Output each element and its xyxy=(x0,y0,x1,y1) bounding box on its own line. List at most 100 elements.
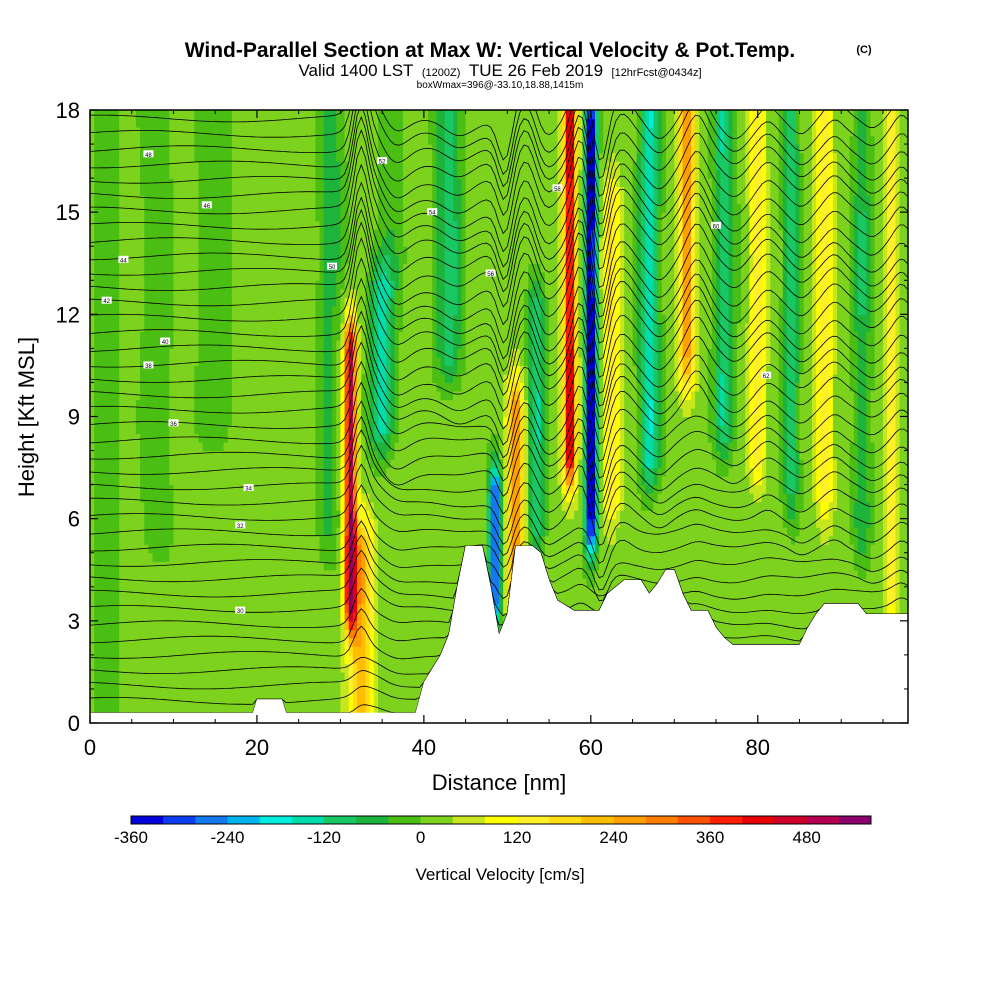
velocity-cell xyxy=(206,110,212,120)
velocity-cell xyxy=(244,220,250,230)
velocity-cell xyxy=(269,263,275,273)
velocity-cell xyxy=(302,425,308,435)
velocity-cell xyxy=(323,527,329,537)
velocity-cell xyxy=(219,697,225,707)
velocity-cell xyxy=(148,671,154,682)
chart-title: Wind-Parallel Section at Max W: Vertical… xyxy=(185,39,796,62)
velocity-cell xyxy=(94,144,99,154)
velocity-cell xyxy=(94,612,99,622)
velocity-cell xyxy=(148,399,154,409)
velocity-cell xyxy=(211,220,216,230)
velocity-cell xyxy=(140,212,145,222)
velocity-cell xyxy=(290,442,296,452)
velocity-cell xyxy=(265,169,271,179)
velocity-cell xyxy=(119,484,124,494)
velocity-cell xyxy=(377,654,383,664)
velocity-cell xyxy=(369,416,375,426)
velocity-cell xyxy=(148,331,154,341)
velocity-cell xyxy=(319,178,325,188)
velocity-cell xyxy=(181,271,187,281)
velocity-cell xyxy=(98,425,104,435)
velocity-cell xyxy=(90,569,95,579)
velocity-cell xyxy=(369,705,375,716)
velocity-cell xyxy=(165,373,170,384)
velocity-cell xyxy=(169,407,175,418)
velocity-cell xyxy=(361,603,367,613)
velocity-cell xyxy=(361,195,367,205)
velocity-cell xyxy=(252,680,258,690)
velocity-cell xyxy=(269,612,275,622)
velocity-cell xyxy=(294,484,300,494)
velocity-cell xyxy=(123,637,129,647)
velocity-cell xyxy=(286,280,291,290)
velocity-cell xyxy=(281,416,287,426)
velocity-cell xyxy=(307,373,312,384)
velocity-cell xyxy=(294,305,300,315)
velocity-cell xyxy=(160,348,166,358)
velocity-cell xyxy=(202,561,208,571)
velocity-cell xyxy=(110,144,116,154)
velocity-cell xyxy=(131,110,137,120)
velocity-cell xyxy=(244,544,250,554)
velocity-cell xyxy=(211,510,216,520)
velocity-cell xyxy=(294,459,300,469)
velocity-cell xyxy=(248,552,254,562)
velocity-cell xyxy=(377,561,383,571)
velocity-cell xyxy=(252,297,258,307)
velocity-cell xyxy=(336,535,341,545)
velocity-cell xyxy=(269,544,275,554)
velocity-cell xyxy=(115,399,120,409)
velocity-cell xyxy=(298,552,304,562)
velocity-cell xyxy=(90,425,95,435)
velocity-cell xyxy=(94,135,99,145)
velocity-cell xyxy=(311,314,316,324)
velocity-cell xyxy=(215,203,220,213)
velocity-cell xyxy=(261,169,266,179)
velocity-cell xyxy=(290,135,296,145)
velocity-cell xyxy=(173,220,179,230)
velocity-cell xyxy=(169,544,175,554)
velocity-cell xyxy=(119,118,124,128)
velocity-cell xyxy=(194,407,200,418)
velocity-cell xyxy=(315,229,321,239)
velocity-cell xyxy=(202,467,208,477)
velocity-cell xyxy=(273,586,279,596)
velocity-cell xyxy=(294,637,300,647)
velocity-cell xyxy=(244,578,250,588)
velocity-cell xyxy=(248,442,254,452)
velocity-cell xyxy=(165,203,170,213)
velocity-cell xyxy=(119,510,124,520)
velocity-cell xyxy=(323,127,329,137)
velocity-cell xyxy=(240,178,246,188)
velocity-cell xyxy=(261,595,266,605)
velocity-cell xyxy=(140,339,145,349)
velocity-cell xyxy=(286,646,291,656)
velocity-cell xyxy=(311,348,316,358)
velocity-cell xyxy=(211,339,216,349)
velocity-cell xyxy=(290,603,296,613)
velocity-cell xyxy=(344,433,350,443)
velocity-cell xyxy=(94,518,99,528)
velocity-cell xyxy=(265,476,271,486)
velocity-cell xyxy=(98,305,104,315)
velocity-cell xyxy=(248,544,254,554)
velocity-cell xyxy=(311,459,316,469)
velocity-cell xyxy=(315,348,321,358)
velocity-cell xyxy=(365,612,371,622)
velocity-cell xyxy=(244,305,250,315)
velocity-cell xyxy=(148,467,154,477)
velocity-cell xyxy=(319,271,325,281)
velocity-cell xyxy=(160,186,166,196)
velocity-cell xyxy=(265,118,271,128)
velocity-cell xyxy=(198,450,204,460)
velocity-cell xyxy=(102,390,108,401)
velocity-cell xyxy=(231,135,237,145)
velocity-cell xyxy=(94,697,99,707)
velocity-cell xyxy=(219,671,225,682)
velocity-cell xyxy=(315,433,321,443)
velocity-cell xyxy=(327,510,333,520)
velocity-cell xyxy=(156,663,162,673)
velocity-cell xyxy=(123,535,129,545)
velocity-cell xyxy=(206,161,212,171)
velocity-cell xyxy=(144,433,150,443)
